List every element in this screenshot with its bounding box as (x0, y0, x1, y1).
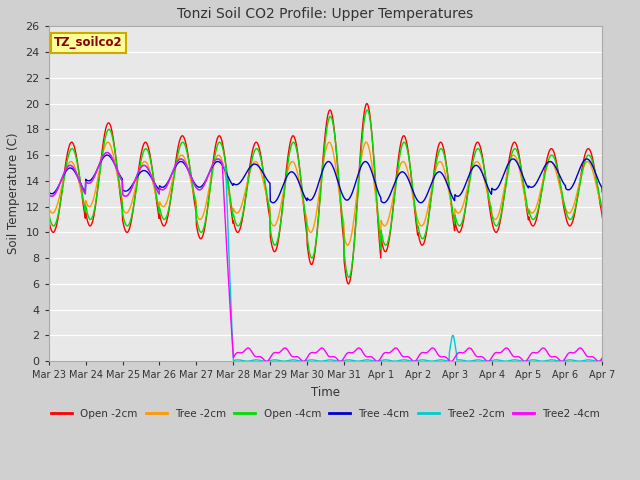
Open -4cm (364, 107, 371, 113)
Tree -4cm (103, 152, 111, 158)
Tree2 -2cm (111, 160, 118, 166)
Tree -2cm (292, 163, 300, 169)
Tree -2cm (280, 186, 288, 192)
Tree2 -4cm (280, 346, 288, 351)
Open -2cm (110, 142, 118, 147)
Title: Tonzi Soil CO2 Profile: Upper Temperatures: Tonzi Soil CO2 Profile: Upper Temperatur… (177, 7, 474, 21)
Tree2 -4cm (301, 357, 309, 363)
Tree2 -2cm (45, 192, 52, 197)
Tree -4cm (360, 159, 368, 165)
Open -2cm (280, 193, 287, 199)
Tree -2cm (104, 139, 112, 145)
Tree -4cm (88, 176, 95, 182)
Tree2 -4cm (103, 150, 111, 156)
Tree2 -2cm (317, 358, 324, 364)
Line: Tree -2cm: Tree -2cm (49, 142, 602, 245)
Tree -2cm (88, 202, 95, 207)
Tree2 -2cm (301, 358, 309, 364)
Open -2cm (344, 281, 352, 287)
Open -4cm (360, 119, 368, 124)
Tree2 -2cm (88, 179, 95, 184)
Tree2 -4cm (360, 351, 368, 357)
Tree -4cm (111, 161, 118, 167)
Open -2cm (363, 101, 371, 107)
Tree2 -2cm (598, 358, 606, 363)
Line: Open -2cm: Open -2cm (49, 104, 602, 284)
Tree2 -2cm (361, 357, 369, 363)
Tree -4cm (598, 189, 606, 195)
Open -2cm (291, 136, 299, 142)
Tree2 -4cm (598, 355, 606, 360)
Tree -4cm (301, 195, 309, 201)
Tree2 -4cm (45, 192, 52, 197)
Open -4cm (301, 211, 309, 217)
Open -2cm (88, 221, 95, 227)
Y-axis label: Soil Temperature (C): Soil Temperature (C) (7, 133, 20, 254)
Open -2cm (301, 217, 309, 223)
Open -2cm (360, 110, 368, 116)
Tree -2cm (45, 205, 52, 211)
Line: Open -4cm: Open -4cm (49, 110, 602, 277)
X-axis label: Time: Time (311, 386, 340, 399)
Text: TZ_soilco2: TZ_soilco2 (54, 36, 123, 49)
Open -4cm (45, 211, 52, 216)
Tree2 -4cm (88, 179, 95, 184)
Open -4cm (88, 216, 95, 221)
Tree -4cm (417, 200, 424, 205)
Open -2cm (598, 214, 606, 220)
Tree2 -4cm (292, 354, 300, 360)
Legend: Open -2cm, Tree -2cm, Open -4cm, Tree -4cm, Tree2 -2cm, Tree2 -4cm: Open -2cm, Tree -2cm, Open -4cm, Tree -4… (47, 405, 604, 423)
Tree -4cm (45, 189, 52, 195)
Tree -2cm (361, 141, 369, 147)
Open -4cm (598, 208, 606, 214)
Tree -4cm (280, 180, 288, 186)
Tree -2cm (111, 158, 118, 164)
Tree2 -2cm (103, 150, 111, 156)
Tree -4cm (292, 172, 300, 178)
Line: Tree -4cm: Tree -4cm (49, 155, 602, 203)
Open -4cm (345, 275, 353, 280)
Tree2 -2cm (292, 357, 300, 363)
Open -2cm (45, 217, 52, 223)
Tree -2cm (301, 211, 309, 216)
Tree2 -4cm (111, 160, 118, 166)
Tree2 -2cm (280, 358, 288, 364)
Tree -2cm (598, 206, 606, 212)
Open -4cm (291, 141, 299, 147)
Line: Tree2 -2cm: Tree2 -2cm (49, 153, 602, 361)
Tree2 -4cm (595, 359, 602, 364)
Line: Tree2 -4cm: Tree2 -4cm (49, 153, 602, 361)
Open -4cm (280, 196, 287, 202)
Open -4cm (110, 143, 118, 149)
Tree -2cm (344, 242, 351, 248)
